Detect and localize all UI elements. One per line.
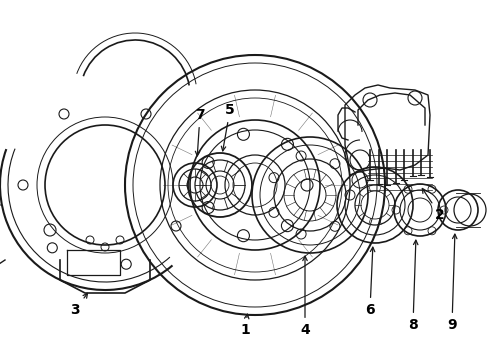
Text: 5: 5 — [221, 103, 235, 151]
Text: 2: 2 — [422, 189, 445, 222]
Text: 9: 9 — [447, 234, 457, 332]
Text: 7: 7 — [195, 108, 205, 156]
Text: 4: 4 — [300, 256, 310, 337]
Text: 1: 1 — [240, 314, 250, 337]
Text: 3: 3 — [70, 293, 88, 317]
Text: 6: 6 — [365, 247, 375, 317]
Text: 8: 8 — [408, 240, 418, 332]
